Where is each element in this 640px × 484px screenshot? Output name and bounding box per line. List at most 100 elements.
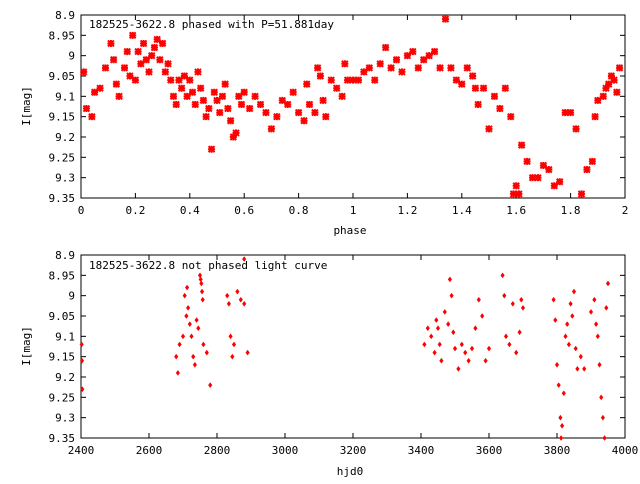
x-tick-label: 2 [622,204,629,217]
data-point [568,300,573,307]
data-point [205,104,213,113]
data-point [112,80,121,88]
data-point [183,92,191,101]
y-tick-label: 8.9 [55,249,75,262]
data-point [177,341,182,348]
data-point [387,64,395,72]
data-point [392,56,401,64]
data-point [485,125,493,133]
data-point [551,296,556,303]
data-point [174,353,179,360]
data-point [441,15,450,23]
data-point [237,100,246,109]
y-tick-label: 9.25 [49,151,76,164]
data-point [602,435,607,441]
data-point [284,100,292,109]
data-point [556,382,561,389]
data-point [432,349,437,356]
data-point [158,39,167,48]
data-point [602,84,610,92]
data-point [164,60,172,68]
data-point [452,345,458,352]
data-point [343,76,352,84]
data-point [208,382,213,389]
data-point [148,51,156,60]
data-point [507,112,515,121]
data-point [341,60,349,68]
data-point [414,64,422,72]
chart-title: 182525-3622.8 not phased light curve [89,259,327,272]
y-tick-label: 9.05 [49,310,76,323]
data-point [597,361,602,368]
data-point [558,435,564,441]
data-point [479,84,488,92]
data-point [398,68,406,76]
data-point [435,325,441,332]
y-tick-label: 9.2 [55,371,75,384]
data-point [512,182,520,190]
data-point [289,88,297,96]
data-point [365,64,374,72]
data-point [593,321,599,328]
data-point [430,47,439,56]
data-point [327,76,335,84]
data-point [561,390,566,397]
data-point [519,296,524,303]
data-point [197,272,203,279]
data-point [300,117,308,125]
data-point [142,56,150,64]
data-point [594,96,602,105]
data-point [570,313,575,319]
x-tick-label: 0.2 [125,204,145,217]
data-point [349,76,357,84]
x-tick-label: 1.6 [506,204,526,217]
unphased-light-curve-panel: 182525-3622.8 not phased light curve hjd… [20,249,638,478]
data-point [305,100,314,109]
data-point [322,112,330,121]
data-point [501,84,510,92]
data-point [187,321,192,328]
data-point [442,309,447,315]
data-point [196,325,201,332]
data-point [528,173,537,182]
data-point [96,84,104,92]
data-points [79,256,611,441]
y-tick-label: 9.2 [55,131,75,144]
data-point [566,341,572,348]
data-point [218,92,227,101]
y-tick-label: 9.1 [55,90,75,103]
data-point [449,292,454,299]
data-point [539,161,548,170]
data-point [175,76,183,84]
data-point [473,325,478,332]
data-point [189,333,194,340]
data-point [182,292,187,299]
data-point [371,76,379,84]
data-point [207,145,216,153]
data-point [82,104,91,113]
data-point [221,80,229,88]
data-point [161,68,170,76]
data-point [483,357,488,364]
data-point [150,43,159,52]
data-point [571,288,577,295]
data-point [463,64,471,72]
data-point [588,309,594,315]
data-point [425,51,433,60]
x-tick-label: 0.8 [289,204,309,217]
data-point [225,292,230,299]
data-point [545,165,553,174]
data-point [216,108,224,117]
data-point [180,333,186,340]
data-point [229,133,238,141]
y-tick-label: 9.05 [49,70,76,83]
data-point [145,68,153,76]
data-point [599,394,604,401]
data-point [550,182,558,190]
data-point [319,96,327,105]
data-point [613,88,621,96]
data-point [107,39,115,48]
data-point [403,51,412,60]
data-point [245,349,250,356]
data-point [235,92,243,101]
